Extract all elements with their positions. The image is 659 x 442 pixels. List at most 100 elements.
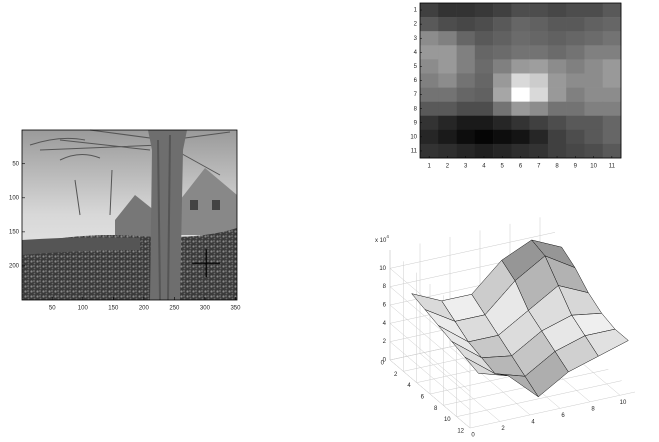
x-tick-label: 10 <box>590 164 597 170</box>
heatmap-cell <box>584 3 603 17</box>
heatmap-cell <box>438 31 457 45</box>
y-tick-label: 8 <box>414 106 418 112</box>
heatmap-cell <box>530 88 549 102</box>
heatmap-cell <box>438 116 457 130</box>
y-tick-label: 150 <box>9 229 20 235</box>
heatmap-cell <box>420 130 439 144</box>
x-tick-label: 6 <box>561 413 565 419</box>
x-tick-label: 250 <box>169 306 180 312</box>
heatmap-cell <box>438 130 457 144</box>
heatmap-cell <box>566 130 585 144</box>
heatmap-cell <box>603 31 622 45</box>
heatmap-cell <box>584 130 603 144</box>
heatmap-cell <box>548 130 567 144</box>
heatmap-cell <box>493 31 512 45</box>
heatmap-cell <box>457 3 476 17</box>
x-tick-label: 8 <box>555 164 559 170</box>
heatmap-cell <box>548 31 567 45</box>
heatmap-cell <box>420 59 439 73</box>
heatmap-cell <box>603 116 622 130</box>
z-tick-label: 0 <box>383 358 387 364</box>
y-tick-label: 12 <box>457 429 464 435</box>
figure: x 104 5010015020025030035050100150200123… <box>0 0 659 442</box>
photo <box>22 130 237 300</box>
z-tick-label: 8 <box>383 284 387 290</box>
heatmap-cell <box>530 102 549 116</box>
heatmap-cell <box>530 17 549 31</box>
heatmap-cell <box>475 102 494 116</box>
heatmap-cell <box>603 73 622 87</box>
heatmap-cell <box>530 31 549 45</box>
heatmap-cell <box>438 59 457 73</box>
heatmap-cell <box>603 17 622 31</box>
y-tick-label: 8 <box>434 406 438 412</box>
heatmap-cell <box>584 88 603 102</box>
y-tick-label: 4 <box>414 50 418 56</box>
heatmap-cell <box>566 73 585 87</box>
heatmap-cell <box>511 17 530 31</box>
x-tick-label: 10 <box>620 400 627 406</box>
heatmap-cell <box>475 17 494 31</box>
x-tick-label: 1 <box>427 164 431 170</box>
heatmap-cell <box>420 45 439 59</box>
z-tick-label: 4 <box>383 321 387 327</box>
heatmap-cell <box>457 130 476 144</box>
heatmap-cell <box>511 130 530 144</box>
y-tick-label: 10 <box>444 417 451 423</box>
z-tick-label: 6 <box>383 303 387 309</box>
x-tick-label: 8 <box>591 406 595 412</box>
x-tick-label: 7 <box>537 164 541 170</box>
heatmap-cell <box>420 116 439 130</box>
heatmap-cell <box>548 59 567 73</box>
z-scale-label: x 104 <box>375 234 389 243</box>
heatmap-cell <box>511 45 530 59</box>
x-tick-label: 9 <box>574 164 578 170</box>
heatmap-cell <box>420 31 439 45</box>
x-tick-label: 200 <box>139 306 150 312</box>
z-tick-label: 10 <box>379 266 386 272</box>
heatmap-cell <box>420 88 439 102</box>
heatmap-cell <box>438 17 457 31</box>
heatmap-cell <box>493 59 512 73</box>
heatmap-cell <box>511 88 530 102</box>
y-tick-label: 11 <box>411 149 418 155</box>
y-tick-label: 7 <box>414 92 418 98</box>
heatmap-cell <box>475 59 494 73</box>
heatmap-cell <box>438 102 457 116</box>
heatmap-cell <box>493 102 512 116</box>
heatmap-cell <box>493 116 512 130</box>
heatmap-cell <box>438 3 457 17</box>
heatmap-cell <box>420 102 439 116</box>
heatmap-cell <box>548 17 567 31</box>
heatmap-cell <box>603 45 622 59</box>
heatmap-cell <box>457 59 476 73</box>
heatmap-cell <box>493 45 512 59</box>
y-tick-label: 10 <box>410 134 417 140</box>
x-tick-label: 4 <box>482 164 486 170</box>
heatmap-cell <box>475 45 494 59</box>
heatmap-cell <box>493 17 512 31</box>
y-tick-label: 100 <box>9 195 20 201</box>
heatmap-cell <box>457 88 476 102</box>
heatmap-cell <box>566 17 585 31</box>
heatmap-cell <box>438 45 457 59</box>
heatmap-cell <box>548 88 567 102</box>
y-tick-label: 6 <box>414 78 418 84</box>
heatmap-cell <box>603 88 622 102</box>
x-tick-label: 4 <box>531 419 535 425</box>
heatmap-cell <box>475 73 494 87</box>
heatmap-cell <box>493 130 512 144</box>
heatmap-cell <box>457 73 476 87</box>
x-tick-label: 6 <box>519 164 523 170</box>
heatmap-cell <box>603 102 622 116</box>
heatmap-cell <box>566 59 585 73</box>
z-scale-exponent: 4 <box>386 234 389 239</box>
heatmap-cell <box>584 17 603 31</box>
heatmap-cell <box>511 59 530 73</box>
heatmap-cell <box>530 59 549 73</box>
heatmap-cell <box>475 3 494 17</box>
heatmap-cell <box>566 3 585 17</box>
heatmap-cell <box>420 3 439 17</box>
heatmap-cell <box>584 102 603 116</box>
heatmap-cell <box>548 116 567 130</box>
